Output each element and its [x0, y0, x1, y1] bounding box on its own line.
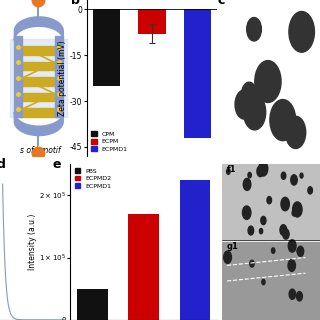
Circle shape [300, 173, 303, 178]
Bar [18, 46, 59, 55]
Circle shape [260, 228, 263, 234]
Bar [18, 108, 59, 117]
Y-axis label: Zeta potential (mV): Zeta potential (mV) [58, 40, 67, 116]
Circle shape [261, 216, 266, 225]
Bar [222, 242, 320, 320]
Bar [222, 164, 320, 239]
Circle shape [243, 178, 251, 190]
Circle shape [270, 100, 296, 141]
Circle shape [224, 251, 231, 263]
Circle shape [259, 162, 268, 176]
Circle shape [297, 249, 300, 253]
Circle shape [257, 166, 264, 177]
Circle shape [255, 60, 281, 102]
Text: c: c [217, 0, 225, 7]
Circle shape [267, 196, 272, 204]
Circle shape [292, 202, 302, 217]
Circle shape [242, 82, 257, 107]
Bar [10, 39, 67, 117]
Circle shape [262, 279, 265, 285]
Circle shape [288, 260, 295, 271]
Circle shape [292, 210, 296, 216]
Circle shape [247, 18, 261, 41]
Bar [180, 180, 210, 320]
Bar [77, 289, 108, 320]
Circle shape [283, 229, 289, 239]
Text: e: e [53, 158, 61, 171]
Circle shape [281, 172, 286, 179]
Circle shape [297, 246, 304, 256]
Circle shape [288, 240, 296, 252]
Legend: CPM, ECPM, ECPMD1: CPM, ECPM, ECPMD1 [90, 130, 129, 153]
Circle shape [227, 169, 230, 174]
Text: g1: g1 [227, 242, 239, 251]
Circle shape [294, 203, 300, 213]
Circle shape [248, 172, 251, 178]
Circle shape [248, 226, 254, 235]
Circle shape [308, 187, 312, 194]
Bar [184, 9, 211, 138]
Circle shape [297, 292, 302, 301]
Circle shape [289, 289, 295, 299]
Bar [55, 36, 63, 117]
Bar [14, 36, 22, 117]
Bar [18, 77, 59, 86]
Text: d: d [0, 158, 6, 171]
Bar [18, 62, 59, 70]
Text: s of i-motif: s of i-motif [20, 146, 61, 155]
Circle shape [244, 94, 266, 130]
Bar [92, 9, 120, 86]
Circle shape [281, 197, 289, 211]
Circle shape [235, 90, 253, 119]
Text: b: b [71, 0, 80, 7]
Circle shape [289, 12, 315, 52]
Circle shape [280, 225, 287, 236]
Bar [138, 9, 165, 34]
Circle shape [250, 260, 254, 267]
Circle shape [271, 248, 275, 253]
Text: f1: f1 [227, 165, 237, 174]
Bar [18, 93, 59, 101]
Bar [128, 214, 159, 320]
Y-axis label: Intensity (a.u.): Intensity (a.u.) [28, 214, 37, 270]
Circle shape [291, 175, 297, 185]
Circle shape [243, 206, 251, 220]
Circle shape [285, 116, 306, 148]
Legend: PBS, ECPMD2, ECPMD1: PBS, ECPMD2, ECPMD1 [74, 167, 113, 190]
